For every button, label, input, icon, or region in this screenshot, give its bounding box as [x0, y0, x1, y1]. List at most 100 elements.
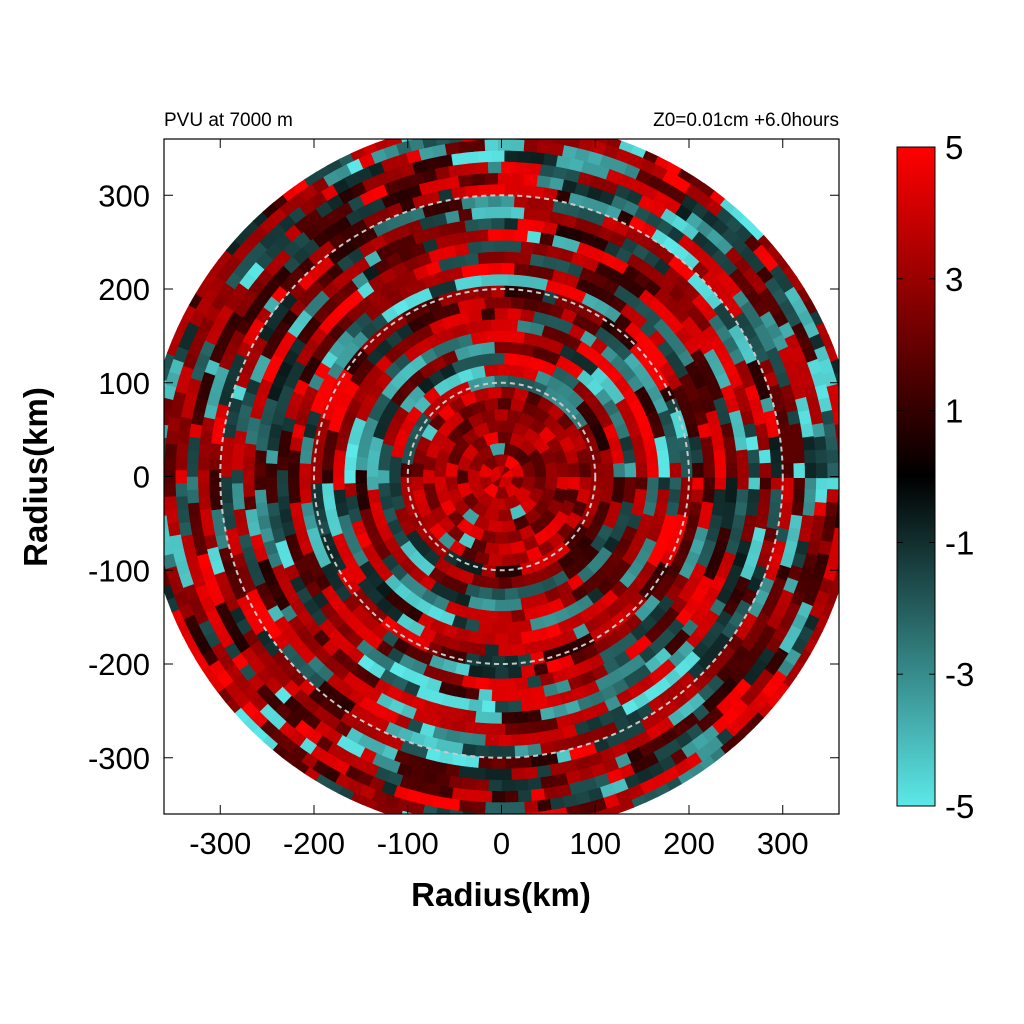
- heatmap-cell: [476, 688, 493, 702]
- heatmap-cell: [488, 139, 504, 140]
- heatmap-cell: [493, 633, 509, 646]
- heatmap-cell: [497, 206, 513, 219]
- heatmap-cell: [493, 701, 509, 714]
- reference-circles: [219, 194, 784, 759]
- heatmap-cell: [411, 475, 425, 491]
- heatmap-cell: [848, 437, 857, 452]
- heatmap-cell: [497, 644, 513, 657]
- heatmap-cell: [197, 481, 210, 497]
- heatmap-cell: [497, 172, 514, 185]
- heatmap-cell: [842, 398, 852, 414]
- heatmap-cell: [287, 461, 300, 477]
- heatmap-cell: [438, 820, 454, 830]
- heatmap-cell: [483, 734, 499, 747]
- heatmap-cell: [276, 455, 290, 471]
- heatmap-cell: [253, 487, 267, 504]
- heatmap-cell: [737, 476, 750, 492]
- heatmap-cell: [848, 502, 857, 517]
- heatmap-cell: [503, 790, 519, 804]
- heatmap-cell: [343, 455, 357, 471]
- y-tick-label: 0: [133, 460, 150, 495]
- heatmap-cell: [748, 462, 761, 478]
- heatmap-cell: [494, 239, 510, 252]
- heatmap-cell: [516, 789, 532, 803]
- heatmap-cell: [186, 487, 200, 504]
- plot-title-left: PVU at 7000 m: [164, 110, 293, 131]
- heatmap-cell: [497, 363, 513, 377]
- heatmap-cell: [725, 462, 739, 478]
- heatmap-cell: [287, 488, 301, 504]
- heatmap-cell: [497, 397, 513, 410]
- heatmap-cell: [538, 809, 554, 814]
- heatmap-cell: [480, 239, 497, 253]
- heatmap-cell: [516, 824, 531, 832]
- heatmap-cell: [186, 461, 199, 477]
- heatmap-cell: [793, 462, 806, 478]
- heatmap-cell: [500, 745, 516, 759]
- heatmap-cell: [500, 678, 516, 691]
- heatmap-cell: [770, 476, 784, 492]
- heatmap-cell: [265, 488, 279, 504]
- heatmap-cell: [242, 468, 255, 484]
- heatmap-cell: [736, 449, 750, 466]
- colorbar-tick-label: 5: [945, 129, 963, 166]
- heatmap-cell: [510, 206, 527, 220]
- heatmap-cell: [164, 468, 176, 484]
- heatmap-cell: [691, 462, 705, 478]
- heatmap-cell: [152, 546, 163, 562]
- heatmap-cell: [512, 812, 528, 814]
- heatmap-cell: [464, 252, 481, 266]
- heatmap-cell: [231, 468, 244, 484]
- heatmap-cell: [507, 273, 523, 287]
- heatmap-cell: [490, 689, 506, 702]
- heatmap-cell: [476, 722, 493, 736]
- heatmap-cell: [487, 194, 503, 208]
- heatmap-cell: [491, 149, 507, 162]
- heatmap-cell: [782, 462, 795, 479]
- heatmap-cell: [624, 476, 637, 492]
- heatmap-cell: [464, 184, 481, 198]
- reference-circle: [313, 288, 690, 665]
- y-tick-label: 300: [98, 178, 150, 213]
- heatmap-cell: [512, 744, 529, 758]
- heatmap-cell: [844, 528, 854, 544]
- heatmap-cell: [494, 273, 510, 286]
- heatmap-cell: [507, 307, 523, 321]
- heatmap-cell: [486, 813, 502, 814]
- heatmap-cell: [491, 284, 506, 298]
- heatmap-cell: [501, 194, 517, 208]
- heatmap-cell: [849, 450, 857, 465]
- reference-circle: [219, 194, 784, 759]
- heatmap-cell: [413, 813, 415, 814]
- heatmap-cell: [464, 823, 479, 832]
- heatmap-cell: [745, 436, 760, 453]
- heatmap-cell: [146, 495, 155, 510]
- heatmap-cell: [493, 599, 509, 612]
- heatmap-cell: [646, 476, 660, 492]
- heatmap-cell: [197, 454, 211, 471]
- heatmap-cell: [531, 122, 546, 131]
- heatmap-cell: [519, 698, 536, 713]
- heatmap-cell: [491, 217, 507, 230]
- heatmap-cell: [504, 251, 520, 264]
- colorbar-gradient: [896, 146, 936, 807]
- heatmap-cell: [507, 239, 524, 253]
- heatmap-cell: [680, 476, 694, 492]
- heatmap-cell: [645, 449, 659, 465]
- heatmap-cell: [332, 461, 345, 477]
- heatmap-cell: [483, 397, 500, 412]
- heatmap-cell: [264, 461, 278, 477]
- heatmap-cell: [724, 449, 738, 465]
- heatmap-cell: [656, 449, 671, 465]
- heatmap-cell: [837, 450, 839, 466]
- heatmap-cell: [510, 172, 527, 186]
- heatmap-cell: [310, 455, 323, 471]
- heatmap-cell: [758, 449, 772, 466]
- heatmap-cell: [500, 553, 516, 567]
- heatmap-cell: [770, 462, 784, 478]
- heatmap-cell: [590, 462, 604, 478]
- heatmap-cell: [815, 462, 829, 479]
- heatmap-cell: [487, 161, 504, 174]
- heatmap-cell: [474, 228, 491, 242]
- heatmap-cell: [480, 307, 497, 321]
